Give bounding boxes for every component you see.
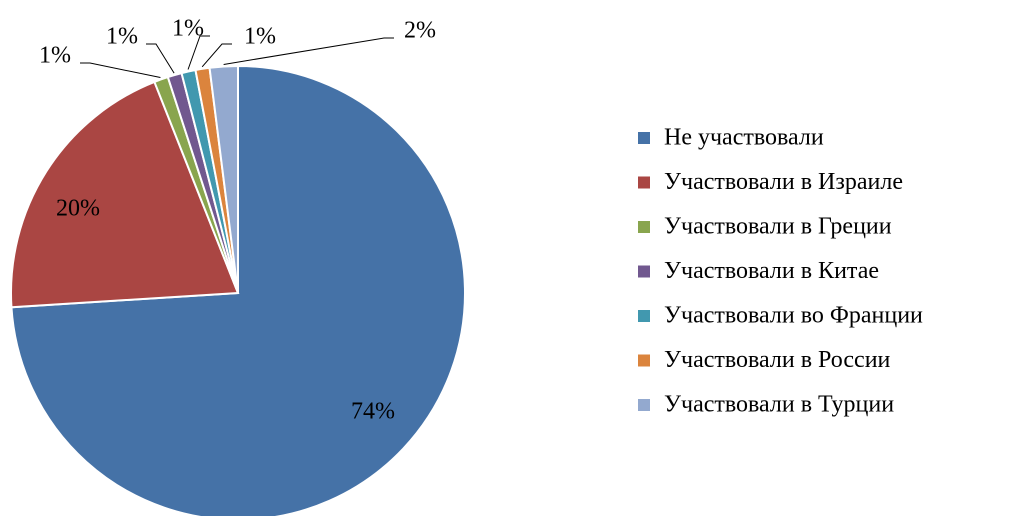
legend-swatch <box>638 399 650 411</box>
data-label: 1% <box>39 43 71 69</box>
legend-label: Участвовали в Израиле <box>664 169 903 195</box>
leader-line <box>201 43 232 68</box>
legend-swatch <box>638 176 650 189</box>
data-label: 2% <box>404 18 436 44</box>
legend-label: Не участвовали <box>664 125 824 151</box>
legend-swatch <box>638 354 650 367</box>
leader-line <box>187 35 210 70</box>
legend-label: Участвовали в Китае <box>664 258 879 284</box>
leader-line <box>80 62 161 79</box>
leader-line <box>146 43 175 74</box>
legend-swatch <box>638 310 650 322</box>
legend-swatch <box>638 221 650 233</box>
pie-slice <box>208 64 239 294</box>
legend-label: Участвовали в Греции <box>664 214 892 240</box>
legend-label: Участвовали в России <box>664 347 891 373</box>
data-label: 1% <box>106 24 138 50</box>
data-label: 74% <box>351 399 395 425</box>
pie-slice <box>10 80 240 309</box>
data-label: 1% <box>244 24 276 50</box>
legend-label: Участвовали во Франции <box>664 303 923 329</box>
data-label: 1% <box>172 16 204 42</box>
leader-line <box>223 37 394 65</box>
data-label: 20% <box>56 196 100 222</box>
legend-label: Участвовали в Турции <box>664 392 894 418</box>
legend-swatch <box>638 265 650 278</box>
legend-swatch <box>638 132 650 144</box>
